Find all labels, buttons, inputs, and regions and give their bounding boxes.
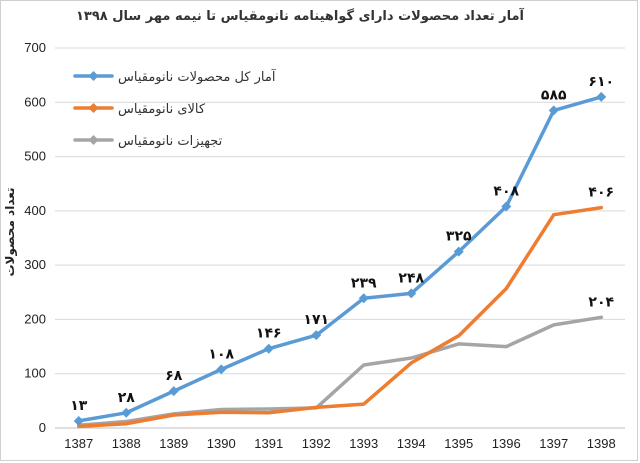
- legend-label: آمار کل محصولات نانومقیاس: [118, 68, 277, 85]
- x-axis-ticks: 1387 1388 1389 1390 1391 1392 1393 1394 1395 1396…: [64, 436, 615, 451]
- x-tick-label: 1388: [112, 436, 141, 451]
- series-line: [77, 95, 604, 423]
- x-tick-label: 1396: [492, 436, 521, 451]
- data-point: [501, 201, 512, 212]
- data-label: ۴۰۸: [493, 184, 519, 200]
- y-tick-label: 0: [39, 420, 46, 435]
- x-tick-label: 1395: [444, 436, 473, 451]
- data-label: ۲۸: [118, 390, 136, 406]
- legend: آمار کل محصولات نانومقیاس کالای نانومقیاس…: [73, 68, 277, 149]
- x-tick-label: 1393: [349, 436, 378, 451]
- y-tick-label: 200: [24, 311, 46, 326]
- legend-marker: [88, 103, 99, 113]
- y-axis-ticks: 0 100 200 300 400 500 600 700: [24, 40, 46, 435]
- x-tick-label: 1390: [207, 436, 236, 451]
- data-label: ۲۳۹: [351, 275, 377, 291]
- data-point: [73, 415, 84, 426]
- data-point: [311, 330, 322, 341]
- legend-marker: [88, 135, 99, 145]
- x-tick-label: 1389: [159, 436, 188, 451]
- data-label: ۱۷۱: [303, 312, 329, 328]
- data-label: ۱۳: [70, 398, 88, 414]
- legend-marker: [88, 71, 99, 81]
- data-point: [406, 288, 417, 299]
- series-line: [77, 205, 604, 429]
- x-tick-label: 1394: [397, 436, 426, 451]
- y-tick-label: 300: [24, 257, 46, 272]
- legend-label: تجهیزات نانومقیاس: [118, 134, 223, 149]
- data-label: ۱۰۸: [208, 346, 234, 362]
- series-line: [77, 315, 604, 428]
- gridlines: [55, 47, 625, 429]
- data-label: ۶۸: [165, 368, 183, 384]
- chart-title: آمار تعداد محصولات دارای گواهینامه نانوم…: [76, 7, 525, 24]
- y-tick-label: 400: [24, 203, 46, 218]
- data-point: [121, 407, 132, 418]
- data-label: ۲۴۸: [398, 270, 424, 286]
- legend-label: کالای نانومقیاس: [118, 102, 206, 117]
- y-tick-label: 600: [24, 94, 46, 109]
- x-tick-label: 1398: [587, 436, 616, 451]
- data-label: ۲۰۴: [588, 294, 614, 310]
- x-tick-label: 1387: [64, 436, 93, 451]
- data-point: [216, 364, 227, 375]
- data-label: ۵۸۵: [541, 87, 567, 103]
- y-axis-label: تعداد محصولات: [3, 187, 18, 276]
- series-layer: [73, 91, 607, 429]
- y-tick-label: 100: [24, 366, 46, 381]
- y-tick-label: 700: [24, 40, 46, 55]
- data-label: ۳۲۵: [446, 229, 472, 245]
- data-label: ۴۰۶: [588, 185, 614, 201]
- data-point: [358, 293, 369, 304]
- data-point: [453, 246, 464, 257]
- x-tick-label: 1392: [302, 436, 331, 451]
- data-labels: ۱۳ ۲۸ ۶۸ ۱۰۸ ۱۴۶ ۱۷۱ ۲۳۹ ۲۴۸ ۳۲۵ ۴۰۸ ۵۸۵ ۶۱۰ ۴۰۶ ۲۰۴: [70, 74, 614, 414]
- y-tick-label: 500: [24, 149, 46, 164]
- data-point: [596, 91, 607, 102]
- x-tick-label: 1391: [254, 436, 283, 451]
- data-point: [548, 105, 559, 116]
- x-tick-label: 1397: [539, 436, 568, 451]
- data-point: [168, 386, 179, 397]
- data-label: ۶۱۰: [588, 74, 614, 90]
- data-point: [263, 343, 274, 354]
- data-label: ۱۴۶: [256, 326, 282, 342]
